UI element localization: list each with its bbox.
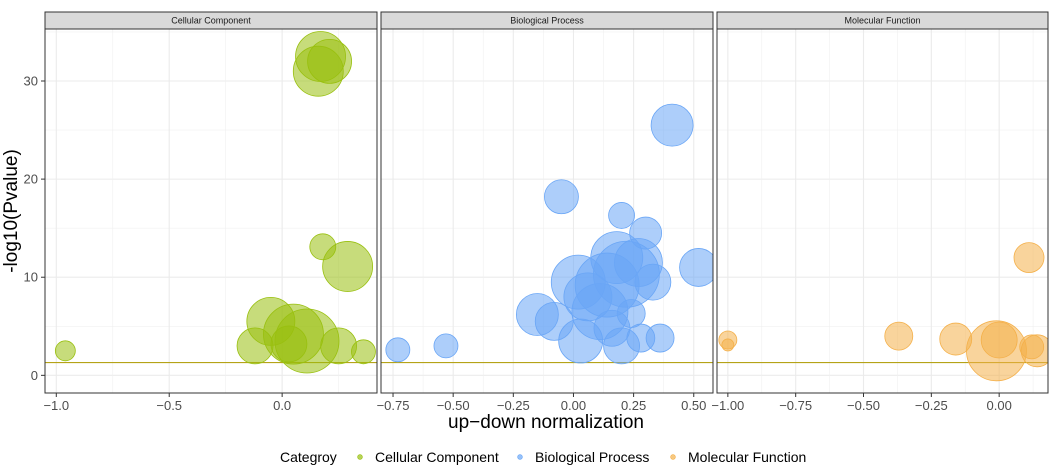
- legend-key: [670, 454, 676, 460]
- x-tick-label: −0.75: [779, 398, 812, 413]
- data-point: [626, 323, 656, 353]
- panel-0: Cellular Component −1.0 −0.5 0.0 0 10 20 30: [24, 11, 378, 413]
- x-tick-label: −1.0: [43, 398, 69, 413]
- data-point: [593, 309, 631, 347]
- x-tick-label: −0.75: [377, 398, 410, 413]
- panel-strip-label: Molecular Function: [844, 16, 920, 26]
- data-point: [1020, 334, 1048, 368]
- x-tick-label: −1.00: [711, 398, 744, 413]
- legend-key: [517, 454, 523, 460]
- data-point: [1013, 242, 1045, 274]
- data-point: [236, 327, 274, 365]
- data-point: [351, 339, 376, 365]
- data-point: [54, 340, 76, 362]
- x-tick-label: 0.00: [987, 398, 1012, 413]
- x-tick-label: 0.50: [681, 398, 706, 413]
- x-tick-label: −0.25: [497, 398, 530, 413]
- panel-border: [380, 28, 714, 394]
- data-point: [292, 45, 344, 97]
- x-axis-title: up−down normalization: [448, 412, 644, 433]
- data-point: [433, 333, 459, 359]
- panel-strip-label: Biological Process: [510, 16, 584, 26]
- data-points: [718, 242, 1048, 382]
- panel-border: [44, 28, 378, 394]
- legend-title: Categroy: [280, 449, 337, 465]
- data-point: [634, 263, 672, 301]
- data-points: [385, 103, 713, 365]
- legend-label: Molecular Function: [688, 449, 806, 465]
- x-tick-label: 0.0: [273, 398, 291, 413]
- x-tick-label: 0.00: [561, 398, 586, 413]
- y-tick-label: 30: [24, 74, 38, 89]
- data-points: [54, 31, 376, 374]
- data-point: [608, 202, 635, 229]
- data-point: [270, 325, 308, 363]
- panel-strip-label: Cellular Component: [171, 16, 251, 26]
- legend-label: Cellular Component: [375, 449, 499, 465]
- panel-1: Biological Process −0.75 −0.50 −0.25 0.00 0.2…: [377, 11, 714, 413]
- legend-key: [357, 454, 363, 460]
- data-point: [385, 337, 411, 363]
- x-tick-label: −0.5: [156, 398, 182, 413]
- legend-item: Molecular Function: [670, 449, 806, 465]
- y-axis-title: -log10(Pvalue): [1, 149, 22, 273]
- data-point: [322, 241, 374, 292]
- data-point: [320, 327, 358, 365]
- y-tick-label: 10: [24, 270, 38, 285]
- legend-label: Biological Process: [535, 449, 649, 465]
- x-tick-label: −0.25: [915, 398, 948, 413]
- x-tick-label: 0.25: [621, 398, 646, 413]
- x-tick-label: −0.50: [437, 398, 470, 413]
- data-point: [650, 103, 694, 147]
- panel-2: Molecular Function −1.00 −0.75 −0.50 −0.25 0.…: [711, 11, 1049, 413]
- data-point: [884, 321, 914, 351]
- x-tick-label: −0.50: [847, 398, 880, 413]
- panel-border: [716, 28, 1049, 394]
- legend-item: Cellular Component: [357, 449, 499, 465]
- data-point: [679, 248, 713, 287]
- legend-item: Biological Process: [517, 449, 649, 465]
- data-point: [544, 179, 579, 215]
- y-tick-label: 20: [24, 172, 38, 187]
- data-point: [966, 320, 1027, 382]
- y-tick-label: 0: [31, 368, 38, 383]
- data-point: [721, 338, 735, 352]
